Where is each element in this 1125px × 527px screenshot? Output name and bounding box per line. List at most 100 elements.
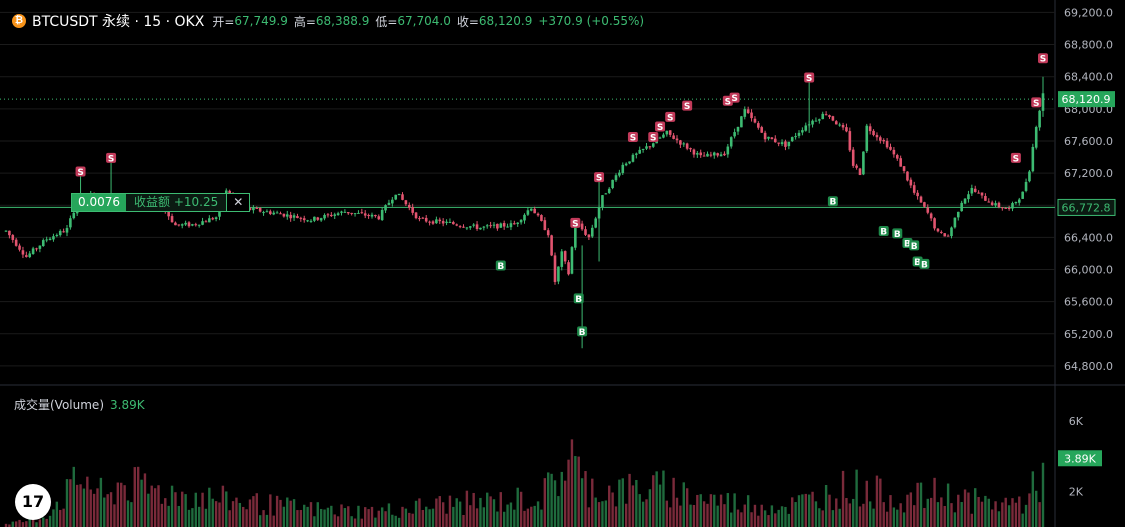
price-tick-label: 65,200.0	[1064, 328, 1113, 341]
candle-body	[170, 216, 174, 223]
candle-body	[929, 213, 933, 219]
volume-bar	[225, 491, 228, 527]
candle-body	[777, 142, 780, 144]
sell-marker	[655, 121, 666, 132]
candle-body	[818, 119, 821, 121]
candle-body	[824, 114, 828, 116]
volume-bar	[868, 501, 872, 527]
volume-bar	[448, 495, 452, 527]
candle-body	[631, 154, 635, 162]
buy-marker-letter: B	[575, 295, 582, 305]
volume-bar	[536, 501, 540, 527]
volume-bar	[275, 495, 279, 527]
high-value: 68,388.9	[315, 14, 370, 28]
volume-bar	[167, 505, 170, 527]
candle-body	[763, 132, 767, 140]
volume-bar	[160, 503, 164, 527]
volume-bar	[946, 483, 950, 527]
volume-bar	[997, 511, 1001, 527]
candle-body	[496, 223, 499, 229]
volume-bar	[597, 502, 601, 527]
volume-bar	[177, 505, 181, 527]
candle-body	[753, 118, 757, 123]
candle-body	[401, 194, 404, 200]
volume-bar	[574, 456, 577, 527]
candle-body	[8, 230, 11, 236]
candle-body	[258, 208, 262, 212]
tradingview-logo[interactable]: 17	[15, 484, 51, 520]
volume-bar	[523, 510, 526, 527]
volume-bar	[496, 511, 499, 527]
candle-body	[252, 207, 255, 211]
candle-body	[611, 179, 614, 189]
candle-body	[11, 235, 15, 240]
candle-body	[536, 213, 540, 216]
candle-body	[594, 218, 597, 228]
volume-bar	[929, 497, 933, 527]
volume-bar	[913, 505, 916, 527]
bitcoin-icon: ₿	[12, 14, 26, 28]
sell-marker-letter: S	[725, 97, 731, 107]
volume-bar	[1001, 502, 1004, 527]
candle-body	[916, 192, 919, 197]
candle-body	[45, 239, 48, 241]
volume-bar	[645, 499, 648, 527]
candle-body	[834, 121, 838, 125]
candle-body	[923, 202, 926, 207]
volume-bar	[370, 506, 374, 527]
open-label: 开=	[212, 14, 235, 29]
volume-bar	[530, 506, 533, 527]
candle-body	[946, 235, 950, 237]
volume-bar	[753, 504, 757, 527]
volume-bar	[679, 505, 682, 527]
candle-body	[740, 116, 743, 128]
sell-marker	[594, 172, 605, 183]
candle-body	[804, 125, 808, 131]
sell-marker-letter: S	[108, 154, 114, 164]
volume-bar	[733, 493, 736, 527]
candle-body	[984, 196, 987, 201]
volume-bar	[394, 515, 397, 527]
volume-bar	[109, 492, 113, 527]
candle-body	[1011, 203, 1014, 209]
sell-marker	[1010, 152, 1021, 163]
candle-body	[269, 211, 272, 214]
volume-bar	[133, 467, 136, 527]
position-line-label[interactable]: 0.0076 收益额 +10.25 ✕	[71, 193, 251, 212]
candle-body	[370, 214, 374, 217]
volume-bar	[652, 475, 655, 527]
candle-body	[1034, 127, 1038, 148]
volume-bar	[526, 508, 530, 527]
candle-body	[882, 139, 886, 142]
candle-body	[296, 216, 299, 219]
candle-body	[702, 155, 706, 157]
candle-body	[668, 130, 672, 135]
candle-body	[28, 253, 32, 258]
candle-body	[902, 166, 906, 171]
volume-bar	[170, 485, 174, 527]
buy-marker-letter: B	[921, 260, 928, 270]
symbol-title[interactable]: BTCUSDT 永续 · 15 · OKX	[32, 14, 205, 30]
volume-bar	[465, 490, 469, 527]
candle-body	[316, 217, 320, 220]
volume-bar	[1004, 497, 1007, 527]
volume-bar	[811, 491, 814, 527]
volume-bar	[506, 504, 509, 527]
buy-marker	[919, 258, 930, 269]
sell-marker	[1031, 97, 1042, 108]
close-position-button[interactable]: ✕	[226, 194, 250, 211]
volume-bar	[86, 476, 89, 527]
candle-body	[489, 225, 492, 227]
candle-body	[940, 231, 943, 233]
open-value: 67,749.9	[234, 14, 288, 28]
price-tick-label: 68,800.0	[1064, 39, 1113, 52]
volume-bar	[662, 470, 665, 527]
volume-bar	[984, 495, 987, 527]
volume-bar	[99, 477, 103, 527]
sell-marker-letter: S	[806, 74, 812, 84]
candle-body	[526, 210, 530, 215]
buy-marker	[892, 228, 903, 239]
volume-bar	[1028, 493, 1031, 527]
volume-bar	[950, 503, 953, 527]
